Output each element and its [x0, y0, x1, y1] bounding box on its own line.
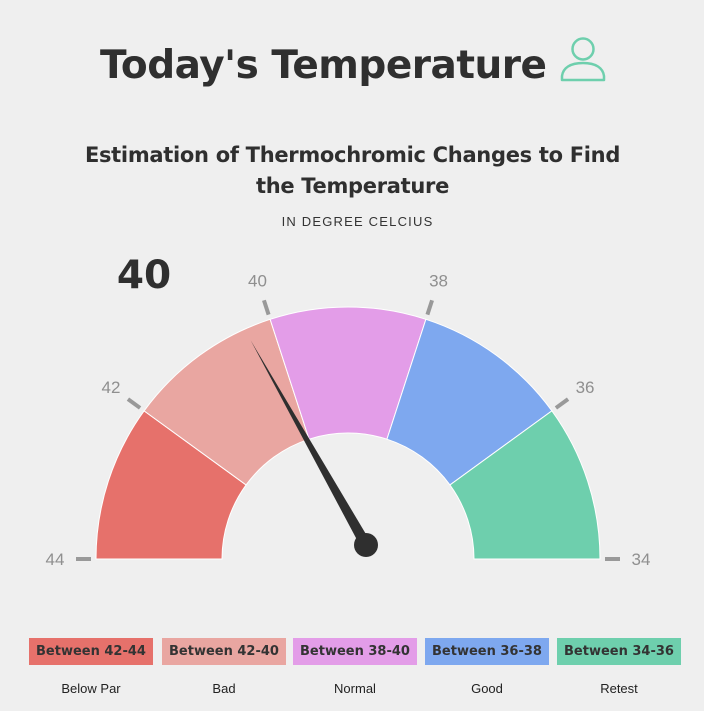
- unit-label: IN DEGREE CELCIUS: [281, 214, 434, 229]
- current-temperature-value: 40: [116, 253, 172, 298]
- legend-label-bad: Bad: [212, 681, 236, 696]
- legend-swatch-below-par: Between 42-44: [29, 638, 153, 665]
- legend-swatch-retest: Between 34-36: [557, 638, 681, 665]
- gauge-tick-42: [126, 397, 142, 410]
- gauge-tick-label-42: 42: [101, 378, 120, 397]
- gauge-tick-label-38: 38: [429, 271, 448, 290]
- gauge-needle-hub: [354, 533, 378, 557]
- subtitle-line-2: the Temperature: [255, 174, 450, 198]
- gauge-tick-label-40: 40: [248, 271, 267, 290]
- legend-label-good: Good: [471, 681, 503, 696]
- gauge-tick-label-34: 34: [632, 550, 651, 569]
- legend-swatch-bad: Between 42-40: [162, 638, 286, 665]
- user-icon[interactable]: [556, 35, 610, 85]
- legend-label-retest: Retest: [600, 681, 638, 696]
- legend-label-below-par: Below Par: [61, 681, 121, 696]
- gauge-tick-38: [425, 299, 434, 316]
- gauge-tick-36: [554, 397, 570, 410]
- chart-subtitle: Estimation of Thermochromic Changes to F…: [70, 140, 635, 202]
- gauge-tick-label-36: 36: [576, 378, 595, 397]
- gauge-needle: [250, 340, 371, 548]
- page-title: Today's Temperature: [100, 43, 547, 88]
- gauge-tick-40: [262, 299, 271, 316]
- gauge-band-retest: [449, 410, 601, 560]
- gauge-tick-label-44: 44: [46, 550, 65, 569]
- legend-swatch-good: Between 36-38: [425, 638, 549, 665]
- legend-swatch-normal: Between 38-40: [293, 638, 417, 665]
- subtitle-line-1: Estimation of Thermochromic Changes to F…: [84, 143, 621, 167]
- legend-label-normal: Normal: [334, 681, 376, 696]
